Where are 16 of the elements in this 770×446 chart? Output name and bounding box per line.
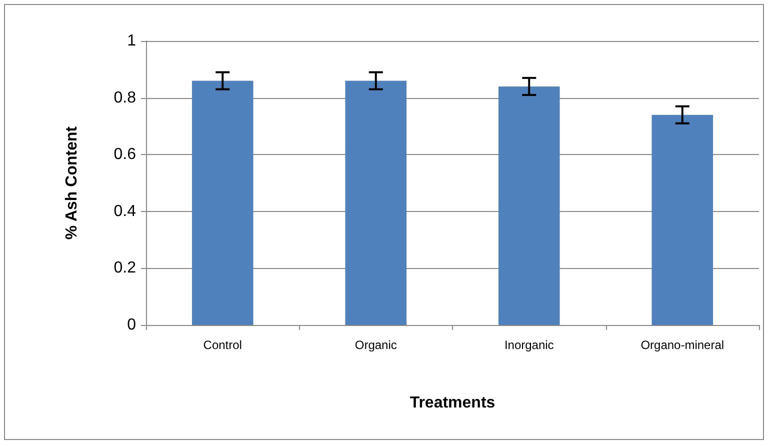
x-tick-label: Organic (354, 338, 397, 352)
y-tick-label: 1 (127, 32, 136, 50)
x-axis-title: Treatments (410, 394, 496, 412)
bar (498, 86, 560, 325)
y-tick-label: 0.6 (114, 146, 136, 164)
bar (652, 114, 714, 325)
bar (345, 80, 407, 325)
y-tick-label: 0 (127, 316, 136, 334)
x-tick-label: Inorganic (504, 338, 554, 352)
y-tick-label: 0.4 (114, 202, 136, 220)
y-tick-label: 0.8 (114, 89, 136, 106)
y-tick-label: 0.2 (114, 260, 136, 277)
x-tick-label: Control (203, 338, 242, 352)
y-axis-title: % Ash Content (64, 126, 80, 240)
x-tick-label: Organo-mineral (640, 338, 724, 352)
bar (192, 80, 254, 325)
